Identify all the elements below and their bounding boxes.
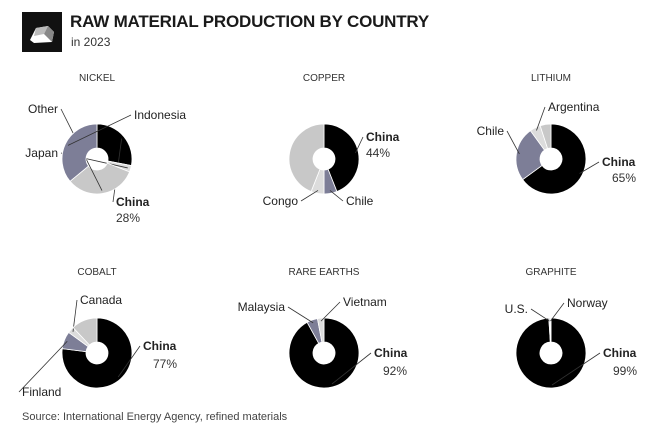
copper-slice-china	[323, 123, 360, 193]
nickel-label-japan: Japan	[25, 146, 58, 160]
rare-earths-label-china: China	[374, 346, 408, 360]
cobalt-slice-china	[61, 317, 133, 389]
copper-leader-chile	[329, 190, 344, 202]
graphite-donut-chart: GRAPHITE China 99% U.S. Norway	[505, 267, 637, 389]
rare-earths-label-malaysia: Malaysia	[238, 300, 286, 314]
rare-earths-slice-china	[288, 317, 360, 389]
copper-value-china: 44%	[366, 146, 390, 160]
lithium-slice-china	[522, 123, 587, 195]
copper-leader-china	[355, 136, 364, 154]
copper-label-congo: Congo	[263, 194, 299, 208]
logo-icon	[22, 12, 62, 52]
lithium-label-chile: Chile	[477, 124, 505, 138]
nickel-label-indonesia: Indonesia	[134, 108, 186, 122]
rare-earths-leader-vietnam	[320, 301, 341, 322]
rare-earths-slice-vietnam	[316, 317, 325, 343]
nickel-slice-china	[96, 123, 133, 167]
lithium-value-china: 65%	[612, 171, 636, 185]
lithium-leader-argentina	[536, 106, 546, 131]
graphite-value-china: 99%	[613, 364, 637, 378]
cobalt-label-finland: Finland	[22, 385, 61, 399]
copper-donut-chart: COPPER China 44% Chile Congo	[263, 73, 400, 208]
copper-slice-unlabeled	[288, 123, 325, 193]
copper-label-chile: Chile	[346, 194, 374, 208]
copper-label-china: China	[366, 130, 400, 144]
graphite-label-china: China	[603, 346, 637, 360]
rare-earths-donut-chart: RARE EARTHS China 92% Malaysia Vietnam	[238, 267, 408, 389]
cobalt-label-canada: Canada	[80, 293, 122, 307]
lithium-label-argentina: Argentina	[548, 100, 600, 114]
lithium-leader-china	[579, 161, 600, 174]
graphite-chart-title: GRAPHITE	[525, 267, 576, 278]
lithium-label-china: China	[602, 155, 636, 169]
rare-earths-leader-china	[331, 352, 372, 385]
nickel-slice-indonesia	[61, 123, 98, 182]
lithium-slice-unlabeled	[539, 123, 552, 150]
source-note: Source: International Energy Agency, ref…	[22, 411, 288, 423]
cobalt-label-china: China	[143, 339, 177, 353]
rare-earths-chart-title: RARE EARTHS	[289, 267, 360, 278]
page-title: RAW MATERIAL PRODUCTION BY COUNTRY	[70, 12, 430, 31]
copper-leader-congo	[300, 190, 319, 202]
nickel-slice-other	[69, 162, 131, 195]
graphite-leader-u-s	[530, 308, 550, 322]
nickel-donut-chart: NICKEL China 28% Japan Other Indonesia	[25, 73, 186, 225]
graphite-label-u-s: U.S.	[505, 302, 528, 316]
rare-earths-value-china: 92%	[383, 364, 407, 378]
page-subtitle: in 2023	[71, 35, 111, 49]
graphite-slice-china	[515, 317, 587, 389]
cobalt-leader-finland	[18, 340, 68, 393]
graphite-leader-china	[551, 352, 601, 386]
graphite-slice-norway	[549, 317, 552, 343]
nickel-leader-indonesia	[67, 114, 132, 146]
lithium-leader-chile	[506, 130, 520, 155]
cobalt-slice-unlabeled	[72, 317, 98, 346]
graphite-label-norway: Norway	[567, 296, 608, 310]
lithium-slice-chile	[515, 130, 546, 181]
rare-earths-leader-malaysia	[287, 306, 314, 324]
cobalt-leader-china	[117, 345, 141, 378]
nickel-label-other: Other	[28, 102, 58, 116]
lithium-donut-chart: LITHIUM China 65% Chile Argentina	[477, 73, 636, 195]
copper-chart-title: COPPER	[303, 73, 345, 84]
nickel-label-china: China	[116, 195, 150, 209]
lithium-chart-title: LITHIUM	[531, 73, 571, 84]
cobalt-value-china: 77%	[153, 357, 177, 371]
cobalt-chart-title: COBALT	[77, 267, 116, 278]
rare-earths-label-vietnam: Vietnam	[343, 295, 387, 309]
nickel-value-china: 28%	[116, 211, 140, 225]
graphite-leader-norway	[550, 302, 565, 322]
nickel-chart-title: NICKEL	[79, 73, 116, 84]
cobalt-donut-chart: COBALT China 77% Finland Canada	[18, 267, 177, 399]
